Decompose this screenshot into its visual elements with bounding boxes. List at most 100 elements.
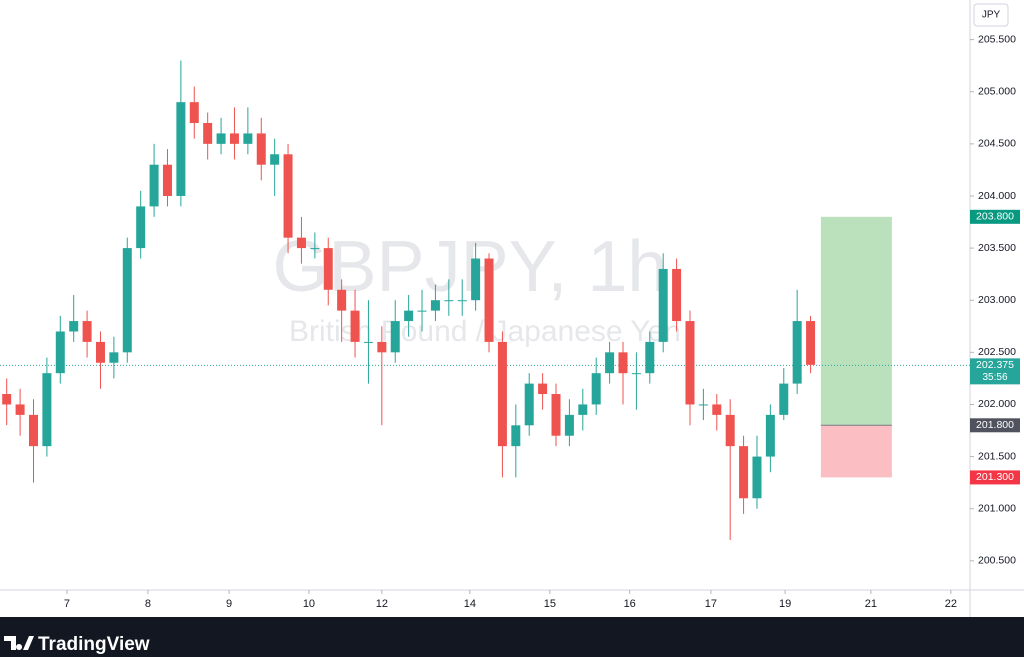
x-tick-label: 21 [865, 598, 877, 610]
candle-body [792, 321, 802, 384]
candle-body [390, 321, 400, 353]
candle-body [551, 394, 561, 436]
x-tick-label: 12 [376, 598, 388, 610]
candle-body [149, 164, 159, 207]
candle-body [28, 414, 38, 447]
x-tick-label: 17 [705, 598, 717, 610]
x-tick-label: 16 [624, 598, 636, 610]
price-badge-label: 202.375 [976, 359, 1014, 371]
candle-body [524, 383, 534, 426]
candle-body [216, 133, 226, 144]
candle-body [296, 237, 306, 249]
price-badge [970, 470, 1020, 485]
y-tick-label: 204.000 [978, 190, 1016, 202]
candle-body [430, 300, 440, 311]
candle-body [2, 394, 12, 405]
candle-body [725, 414, 735, 447]
x-tick-label: 7 [64, 598, 70, 610]
candle-body [712, 404, 722, 415]
y-tick-label: 203.000 [978, 294, 1016, 306]
y-tick-label: 203.500 [978, 242, 1016, 254]
candle-body [42, 373, 52, 447]
candle-body [698, 404, 708, 406]
price-badge [970, 418, 1020, 433]
y-tick-label: 205.500 [978, 33, 1016, 45]
brand-name: TradingView [38, 634, 150, 655]
price-badge-label: 203.800 [976, 211, 1014, 223]
footer [0, 617, 1024, 657]
candle-body [363, 341, 373, 343]
candle-body [404, 310, 414, 322]
x-tick-label: 15 [544, 598, 556, 610]
candle-body [511, 425, 521, 447]
candle-body [310, 248, 320, 250]
candle-body [377, 341, 387, 353]
candle-body [471, 258, 481, 301]
candle-body [256, 133, 266, 165]
y-tick-label: 201.000 [978, 502, 1016, 514]
candle-body [806, 321, 816, 365]
candle-body [189, 102, 199, 124]
candle-body [136, 206, 146, 249]
price-badge [970, 209, 1020, 224]
candle-body [122, 248, 132, 353]
x-tick-label: 9 [226, 598, 232, 610]
candle-body [69, 321, 79, 332]
candle-body [243, 133, 253, 144]
y-tick-label: 204.500 [978, 138, 1016, 150]
candle-body [444, 300, 454, 302]
profit-zone [820, 216, 892, 426]
candle-body [591, 373, 601, 405]
loss-zone [820, 425, 892, 478]
candle-body [203, 123, 213, 144]
candle-body [283, 154, 293, 238]
candle-body [645, 341, 655, 374]
y-tick-label: 200.500 [978, 555, 1016, 567]
candle-body [270, 154, 280, 165]
candle-body [672, 268, 682, 322]
candle-body [176, 102, 186, 196]
y-tick-label: 205.000 [978, 86, 1016, 98]
x-tick-label: 19 [779, 598, 791, 610]
candle-body [685, 321, 695, 405]
brand-logo [4, 636, 34, 650]
x-tick-label: 22 [945, 598, 957, 610]
price-badge-label: 201.800 [976, 419, 1014, 431]
candle-body [323, 248, 333, 290]
candle-body [15, 404, 25, 415]
candle-body [417, 310, 427, 312]
candle-body [564, 414, 574, 436]
y-tick-label: 202.500 [978, 346, 1016, 358]
candle-body [631, 373, 641, 375]
candle-body [618, 352, 628, 374]
candle-body [162, 164, 172, 196]
candle-body [739, 446, 749, 499]
countdown: 35:56 [982, 372, 1007, 383]
x-tick-label: 8 [145, 598, 151, 610]
candle-body [337, 289, 347, 311]
currency-label: JPY [982, 10, 1001, 21]
price-badge-label: 201.300 [976, 471, 1014, 483]
candle-body [578, 404, 588, 415]
currency-box[interactable] [973, 3, 1009, 27]
candle-body [658, 268, 668, 342]
candle-body [605, 352, 615, 374]
candle-body [538, 383, 548, 395]
candle-body [779, 383, 789, 415]
candle-body [95, 341, 105, 363]
candle-body [55, 331, 65, 374]
candle-body [457, 300, 467, 302]
candle-body [82, 321, 92, 342]
x-tick-label: 10 [303, 598, 315, 610]
candle-body [109, 352, 119, 363]
candle-body [752, 456, 762, 499]
candle-body [497, 341, 507, 447]
candle-body [229, 133, 239, 144]
candle-body [350, 310, 360, 342]
candle-body [765, 414, 775, 457]
x-tick-label: 14 [464, 598, 476, 610]
y-tick-label: 202.000 [978, 398, 1016, 410]
candle-body [484, 258, 494, 342]
